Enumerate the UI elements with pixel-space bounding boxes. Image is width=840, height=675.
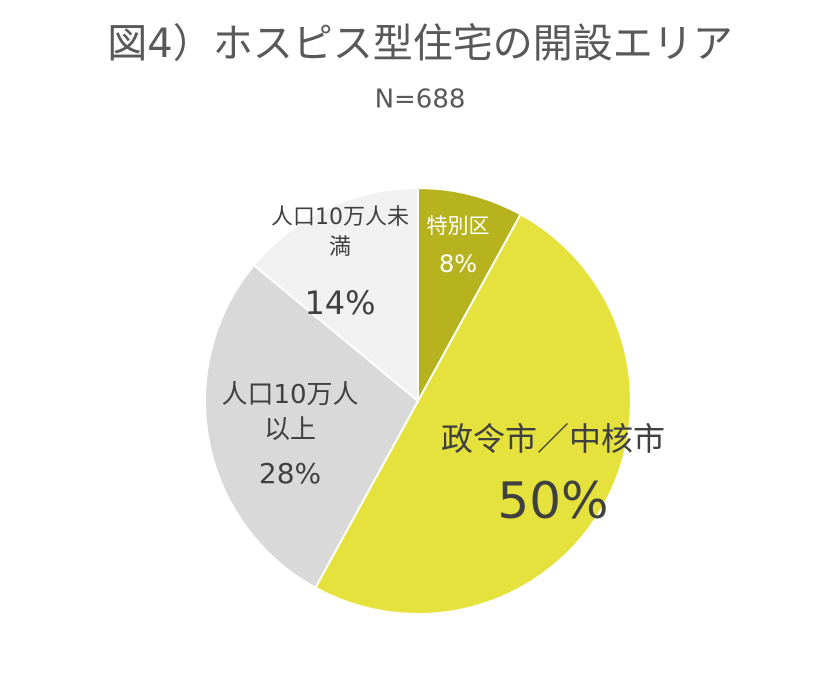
slice-value-label: 50% xyxy=(497,472,609,530)
slice-category-label: 政令市／中核市 xyxy=(440,420,665,458)
slice-category-label: 人口10万人未満 xyxy=(271,205,409,260)
chart-title: 図4）ホスピス型住宅の開設エリア xyxy=(107,21,732,67)
slice-value-label: 8% xyxy=(438,250,478,278)
chart-subtitle: N=688 xyxy=(375,85,466,115)
pie-slice xyxy=(417,186,522,402)
slice-value-label: 14% xyxy=(304,284,376,322)
slice-category-label: 特別区 xyxy=(426,214,490,238)
slice-category-label: 人口10万人以上 xyxy=(221,380,359,446)
slice-value-label: 28% xyxy=(258,457,322,490)
pie-slice xyxy=(252,186,419,404)
pie-slice xyxy=(204,263,420,590)
pie-slice xyxy=(314,212,632,615)
